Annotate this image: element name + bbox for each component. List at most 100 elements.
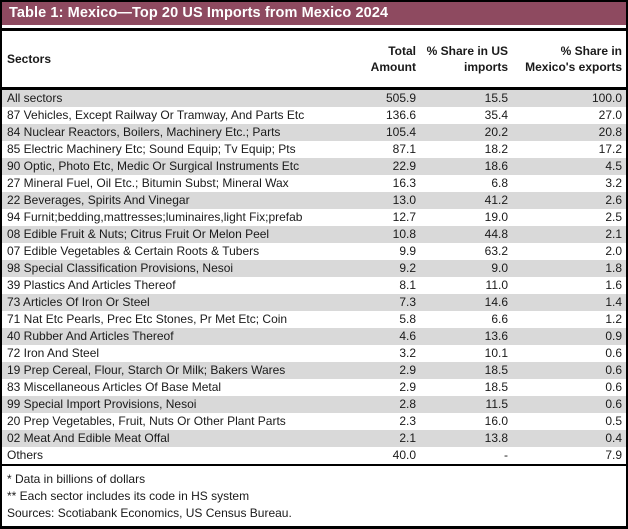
total-amount-cell: 7.3: [399, 295, 416, 309]
table-row: 90 Optic, Photo Etc, Medic Or Surgical I…: [2, 158, 626, 175]
mexico-export-share-cell: 1.2: [605, 312, 622, 326]
total-amount-cell: 40.0: [392, 448, 416, 462]
us-import-share-cell: 16.0: [484, 414, 508, 428]
total-amount-cell: 3.2: [399, 346, 416, 360]
mexico-export-share-cell: 1.8: [605, 261, 622, 275]
sector-cell: 39 Plastics And Articles Thereof: [7, 278, 176, 292]
table-row: 02 Meat And Edible Meat Offal 2.1 13.8 0…: [2, 430, 626, 447]
total-amount-cell: 4.6: [399, 329, 416, 343]
us-import-share-cell: 6.6: [491, 312, 508, 326]
total-amount-cell: 105.4: [385, 125, 416, 139]
sector-cell: 98 Special Classification Provisions, Ne…: [7, 261, 234, 275]
us-import-share-cell: 13.6: [484, 329, 508, 343]
table-row: 94 Furnit;bedding,mattresses;luminaires,…: [2, 209, 626, 226]
table-row: 84 Nuclear Reactors, Boilers, Machinery …: [2, 124, 626, 141]
us-import-share-cell: 63.2: [484, 244, 508, 258]
us-import-share-cell: 10.1: [484, 346, 508, 360]
mexico-export-share-cell: 4.5: [605, 159, 622, 173]
footnote-data-units: * Data in billions of dollars: [7, 472, 146, 486]
table-row: 98 Special Classification Provisions, Ne…: [2, 260, 626, 277]
total-amount-cell: 87.1: [392, 142, 416, 156]
sector-cell: 84 Nuclear Reactors, Boilers, Machinery …: [7, 125, 281, 139]
column-header-sectors: Sectors: [7, 52, 52, 66]
mexico-export-share-cell: 0.6: [605, 363, 622, 377]
us-import-share-cell: 13.8: [484, 431, 508, 445]
table-header-row: Sectors Total Amount % Share in US impor…: [2, 31, 626, 87]
sector-cell: 20 Prep Vegetables, Fruit, Nuts Or Other…: [7, 414, 286, 428]
sector-cell: 02 Meat And Edible Meat Offal: [7, 431, 170, 445]
sector-cell: 73 Articles Of Iron Or Steel: [7, 295, 150, 309]
column-header-mx-line1: % Share in: [560, 44, 622, 58]
mexico-export-share-cell: 20.8: [598, 125, 622, 139]
mexico-export-share-cell: 100.0: [591, 91, 622, 105]
mexico-export-share-cell: 2.0: [605, 244, 622, 258]
sector-cell: 08 Edible Fruit & Nuts; Citrus Fruit Or …: [7, 227, 270, 241]
mexico-export-share-cell: 0.5: [605, 414, 622, 428]
table-row: 40 Rubber And Articles Thereof 4.6 13.6 …: [2, 328, 626, 345]
mexico-export-share-cell: 0.6: [605, 397, 622, 411]
title-divider-rule: [2, 28, 626, 31]
column-header-total-amount: Total Amount: [296, 43, 416, 75]
sector-cell: 85 Electric Machinery Etc; Sound Equip; …: [7, 142, 296, 156]
column-header-us-import-share: % Share in US imports: [378, 43, 508, 75]
table-row: 07 Edible Vegetables & Certain Roots & T…: [2, 243, 626, 260]
us-import-share-cell: 18.6: [484, 159, 508, 173]
mexico-export-share-cell: 3.2: [605, 176, 622, 190]
total-amount-cell: 2.9: [399, 363, 416, 377]
us-import-share-cell: 44.8: [484, 227, 508, 241]
sector-cell: 22 Beverages, Spirits And Vinegar: [7, 193, 190, 207]
total-amount-cell: 22.9: [392, 159, 416, 173]
total-amount-cell: 8.1: [399, 278, 416, 292]
table-row: 99 Special Import Provisions, Nesoi 2.8 …: [2, 396, 626, 413]
total-amount-cell: 9.9: [399, 244, 416, 258]
total-amount-cell: 2.9: [399, 380, 416, 394]
footnote-hs-codes: ** Each sector includes its code in HS s…: [7, 489, 250, 503]
total-amount-cell: 10.8: [392, 227, 416, 241]
us-import-share-cell: 20.2: [484, 125, 508, 139]
footnotes-divider-rule: [2, 464, 626, 466]
sector-cell: 40 Rubber And Articles Thereof: [7, 329, 174, 343]
table-row: 27 Mineral Fuel, Oil Etc.; Bitumin Subst…: [2, 175, 626, 192]
total-amount-cell: 505.9: [385, 91, 416, 105]
table-row: 08 Edible Fruit & Nuts; Citrus Fruit Or …: [2, 226, 626, 243]
table-body: All sectors 505.9 15.5 100.0 87 Vehicles…: [2, 90, 626, 464]
column-header-total-line2: Amount: [370, 60, 416, 74]
us-import-share-cell: 18.5: [484, 363, 508, 377]
table-row: 39 Plastics And Articles Thereof 8.1 11.…: [2, 277, 626, 294]
sector-cell: Others: [7, 448, 44, 462]
mexico-export-share-cell: 0.6: [605, 346, 622, 360]
us-import-share-cell: 41.2: [484, 193, 508, 207]
us-import-share-cell: 35.4: [484, 108, 508, 122]
mexico-export-share-cell: 0.6: [605, 380, 622, 394]
mexico-export-share-cell: 1.4: [605, 295, 622, 309]
sector-cell: 83 Miscellaneous Articles Of Base Metal: [7, 380, 222, 394]
sector-cell: 19 Prep Cereal, Flour, Starch Or Milk; B…: [7, 363, 286, 377]
us-import-share-cell: 19.0: [484, 210, 508, 224]
total-amount-cell: 136.6: [385, 108, 416, 122]
total-amount-cell: 16.3: [392, 176, 416, 190]
sector-cell: 71 Nat Etc Pearls, Prec Etc Stones, Pr M…: [7, 312, 288, 326]
mexico-export-share-cell: 27.0: [598, 108, 622, 122]
sector-cell: 72 Iron And Steel: [7, 346, 100, 360]
sector-cell: 27 Mineral Fuel, Oil Etc.; Bitumin Subst…: [7, 176, 289, 190]
mexico-export-share-cell: 0.4: [605, 431, 622, 445]
mexico-export-share-cell: 1.6: [605, 278, 622, 292]
table-row: All sectors 505.9 15.5 100.0: [2, 90, 626, 107]
table-row: 71 Nat Etc Pearls, Prec Etc Stones, Pr M…: [2, 311, 626, 328]
mexico-export-share-cell: 2.5: [605, 210, 622, 224]
total-amount-cell: 12.7: [392, 210, 416, 224]
table-row: 73 Articles Of Iron Or Steel 7.3 14.6 1.…: [2, 294, 626, 311]
us-import-share-cell: 9.0: [491, 261, 508, 275]
sector-cell: 99 Special Import Provisions, Nesoi: [7, 397, 197, 411]
sector-cell: 07 Edible Vegetables & Certain Roots & T…: [7, 244, 260, 258]
footnotes: * Data in billions of dollars ** Each se…: [2, 466, 626, 526]
sector-cell: All sectors: [7, 91, 63, 105]
column-header-us-line1: % Share in US: [426, 44, 508, 58]
total-amount-cell: 2.8: [399, 397, 416, 411]
us-import-share-cell: 18.5: [484, 380, 508, 394]
column-header-us-line2: imports: [463, 60, 508, 74]
sector-cell: 87 Vehicles, Except Railway Or Tramway, …: [7, 108, 305, 122]
total-amount-cell: 5.8: [399, 312, 416, 326]
column-header-total-line1: Total: [388, 44, 416, 58]
table-row: 83 Miscellaneous Articles Of Base Metal …: [2, 379, 626, 396]
